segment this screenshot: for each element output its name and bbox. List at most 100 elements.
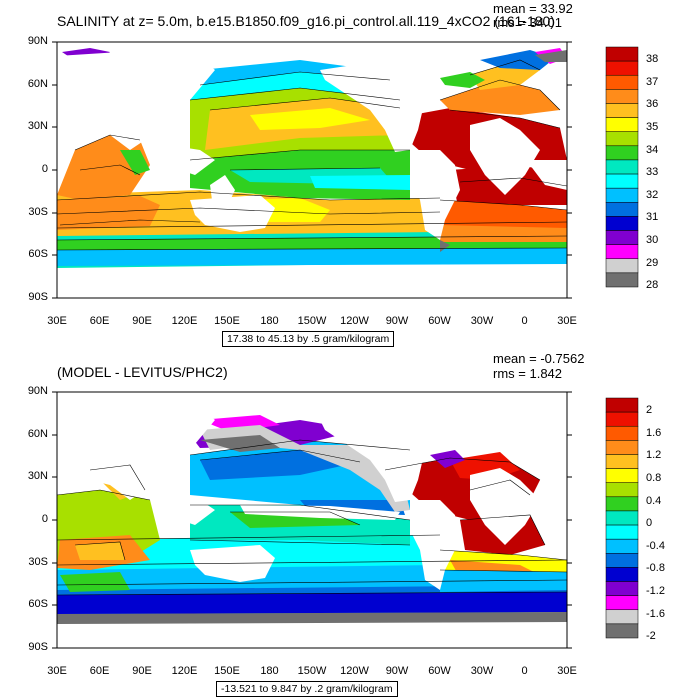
panel2-mean: mean = -0.7562 — [493, 351, 585, 366]
panel2-colorbar — [605, 397, 639, 639]
panel1-lat-label: 30S — [28, 205, 48, 218]
panel2-colorbar-swatch — [605, 454, 639, 469]
panel2-colorbar-label: 0 — [646, 517, 653, 530]
panel1-colorbar-swatch — [605, 89, 639, 104]
panel1-colorbar-label: 30 — [646, 234, 659, 246]
panel1-colorbar-label: 36 — [646, 98, 659, 111]
panel2-rms: rms = 1.842 — [493, 366, 563, 381]
panel1-colorbar-label: 29 — [646, 256, 659, 269]
panel1-colorbar-label: 38 — [646, 53, 659, 66]
panel1-colorbar-label: 28 — [646, 279, 659, 292]
panel2-lon-label: 60W — [428, 665, 451, 677]
panel2-colorbar-label: 1.6 — [646, 426, 662, 439]
panel2-colorbar-swatch — [605, 468, 639, 483]
panel2-colorbar-swatch — [605, 510, 639, 526]
panel2-colorbar-label: -1.2 — [646, 585, 665, 597]
panel1-lat-label: 60S — [28, 248, 48, 261]
panel2-lon-label: 120E — [171, 665, 198, 677]
panel1-colorbar-swatch — [605, 145, 639, 161]
panel2-title: (MODEL - LEVITUS/PHC2) — [57, 364, 228, 380]
panel1-colorbar-label: 35 — [646, 121, 659, 134]
panel2-lon-label: 0 — [521, 665, 528, 677]
panel1-lon-label: 30W — [470, 315, 494, 327]
panel1-colorbar-label: 37 — [646, 75, 659, 88]
panel2-colorbar-swatch — [605, 623, 639, 639]
panel2-lon-label: 60E — [89, 665, 110, 677]
panel1-mean: mean = 33.92 — [493, 1, 573, 16]
panel1-colorbar-swatch — [605, 60, 639, 76]
panel2-colorbar-swatch — [605, 567, 639, 582]
panel2-colorbar-label: 0.4 — [646, 494, 662, 507]
panel1-colorbar-swatch — [605, 202, 639, 217]
panel2-colorbar-label: 1.2 — [646, 449, 662, 462]
panel1-colorbar-swatch — [605, 159, 639, 175]
panel2-colorbar-swatch — [605, 595, 639, 611]
panel2-colorbar-swatch — [605, 581, 639, 596]
panel2-lat-label: 60S — [28, 598, 48, 611]
panel1-colorbar — [605, 46, 639, 288]
panel1-colorbar-swatch — [605, 46, 639, 62]
panel2-lat-label: 30N — [27, 470, 48, 483]
panel2-colorbar-label: 2 — [646, 404, 653, 417]
panel2-lat-label: 90S — [28, 641, 48, 653]
panel1-lat-label: 60N — [27, 77, 48, 90]
panel1-lon-label: 90W — [385, 315, 409, 327]
panel2-lon-label: 150E — [214, 665, 240, 677]
panel1-colorbar-swatch — [605, 216, 639, 231]
panel1-lat-label: 90N — [27, 35, 48, 47]
panel2-colorbar-label: -0.4 — [646, 539, 665, 552]
panel2-lat-label: 0 — [41, 513, 48, 525]
panel1-lat-label: 30N — [27, 120, 48, 133]
panel1-lon-label: 120E — [171, 315, 198, 327]
panel1-lat-label: 90S — [28, 291, 48, 303]
panel2-lat-label: 60N — [27, 427, 48, 440]
panel2-ticks — [52, 391, 572, 649]
panel2-colorbar-label: -2 — [646, 630, 656, 643]
panel1-lat-label: 0 — [41, 163, 48, 175]
panel1-lon-label: 180 — [260, 315, 279, 327]
panel2-colorbar-swatch — [605, 397, 639, 413]
panel1-colorbar-swatch — [605, 187, 639, 203]
panel1-lon-label: 60W — [428, 315, 451, 327]
panel1-colorbar-label: 34 — [646, 143, 659, 156]
panel2-lon-label: 90W — [385, 665, 409, 677]
panel2-lon-label: 90E — [132, 665, 152, 677]
panel1-footer: 17.38 to 45.13 by .5 gram/kilogram — [222, 331, 395, 347]
salinity-map — [57, 42, 567, 298]
panel2-colorbar-swatch — [605, 496, 639, 512]
panel2-lon-label: 30E — [47, 665, 67, 677]
panel1-colorbar-swatch — [605, 103, 639, 118]
panel2-footer: -13.521 to 9.847 by .2 gram/kilogram — [216, 681, 398, 697]
panel2-lon-label: 180 — [260, 665, 279, 677]
panel2-lon-label: 120W — [340, 665, 369, 677]
panel1-title: SALINITY at z= 5.0m, b.e15.B1850.f09_g16… — [57, 13, 555, 29]
panel1-colorbar-swatch — [605, 117, 639, 132]
panel1-colorbar-swatch — [605, 131, 639, 147]
panel1-lon-label: 60E — [89, 315, 110, 327]
panel1-lon-label: 150W — [297, 315, 327, 327]
panel1-colorbar-swatch — [605, 244, 639, 260]
panel1-lon-label: 120W — [340, 315, 369, 327]
panel2-colorbar-swatch — [605, 609, 639, 625]
panel2-colorbar-swatch — [605, 411, 639, 427]
panel2-colorbar-label: -1.6 — [646, 607, 665, 620]
panel1-colorbar-swatch — [605, 230, 639, 245]
panel1-colorbar-swatch — [605, 74, 639, 90]
panel1-colorbar-swatch — [605, 258, 639, 274]
panel2-lat-label: 90N — [27, 385, 48, 397]
panel2-lon-label: 30E — [557, 665, 577, 677]
panel1-colorbar-label: 33 — [646, 166, 659, 179]
panel2-colorbar-swatch — [605, 538, 639, 554]
panel1-rms: rms = 34.01 — [493, 15, 563, 30]
panel1-colorbar-label: 32 — [646, 188, 659, 201]
panel1-lon-label: 150E — [214, 315, 240, 327]
panel1-lon-label: 90E — [132, 315, 152, 327]
panel1-colorbar-swatch — [605, 173, 639, 189]
panel2-colorbar-swatch — [605, 440, 639, 455]
panel2-colorbar-swatch — [605, 553, 639, 568]
panel1-lon-label: 30E — [47, 315, 67, 327]
panel2-colorbar-swatch — [605, 524, 639, 540]
panel2-lat-label: 30S — [28, 555, 48, 568]
panel1-lon-label: 30E — [557, 315, 577, 327]
